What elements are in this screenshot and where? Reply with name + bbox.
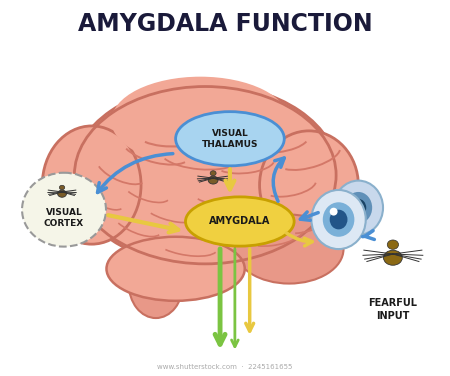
Ellipse shape bbox=[260, 131, 358, 239]
Ellipse shape bbox=[351, 199, 366, 217]
Ellipse shape bbox=[323, 202, 355, 237]
Text: www.shutterstock.com  ·  2245161655: www.shutterstock.com · 2245161655 bbox=[158, 364, 292, 370]
Ellipse shape bbox=[129, 249, 183, 318]
Text: VISUAL
THALAMUS: VISUAL THALAMUS bbox=[202, 129, 258, 149]
Ellipse shape bbox=[176, 112, 284, 166]
Ellipse shape bbox=[387, 240, 399, 249]
Ellipse shape bbox=[22, 173, 106, 247]
Ellipse shape bbox=[383, 250, 402, 265]
Ellipse shape bbox=[107, 237, 245, 301]
Ellipse shape bbox=[112, 77, 289, 165]
Text: AMYGDALA FUNCTION: AMYGDALA FUNCTION bbox=[78, 12, 372, 36]
Ellipse shape bbox=[210, 171, 216, 176]
Text: VISUAL
CORTEX: VISUAL CORTEX bbox=[44, 208, 84, 227]
Ellipse shape bbox=[58, 190, 67, 197]
Text: AMYGDALA: AMYGDALA bbox=[209, 217, 270, 226]
Ellipse shape bbox=[330, 208, 338, 215]
Text: FEARFUL
INPUT: FEARFUL INPUT bbox=[369, 298, 418, 321]
Ellipse shape bbox=[72, 84, 338, 266]
Ellipse shape bbox=[185, 197, 294, 246]
Ellipse shape bbox=[42, 126, 141, 244]
Ellipse shape bbox=[345, 192, 372, 223]
Ellipse shape bbox=[235, 215, 343, 284]
Ellipse shape bbox=[59, 185, 65, 190]
Ellipse shape bbox=[208, 176, 218, 184]
Ellipse shape bbox=[330, 210, 347, 229]
Ellipse shape bbox=[333, 180, 383, 235]
Ellipse shape bbox=[311, 190, 366, 249]
